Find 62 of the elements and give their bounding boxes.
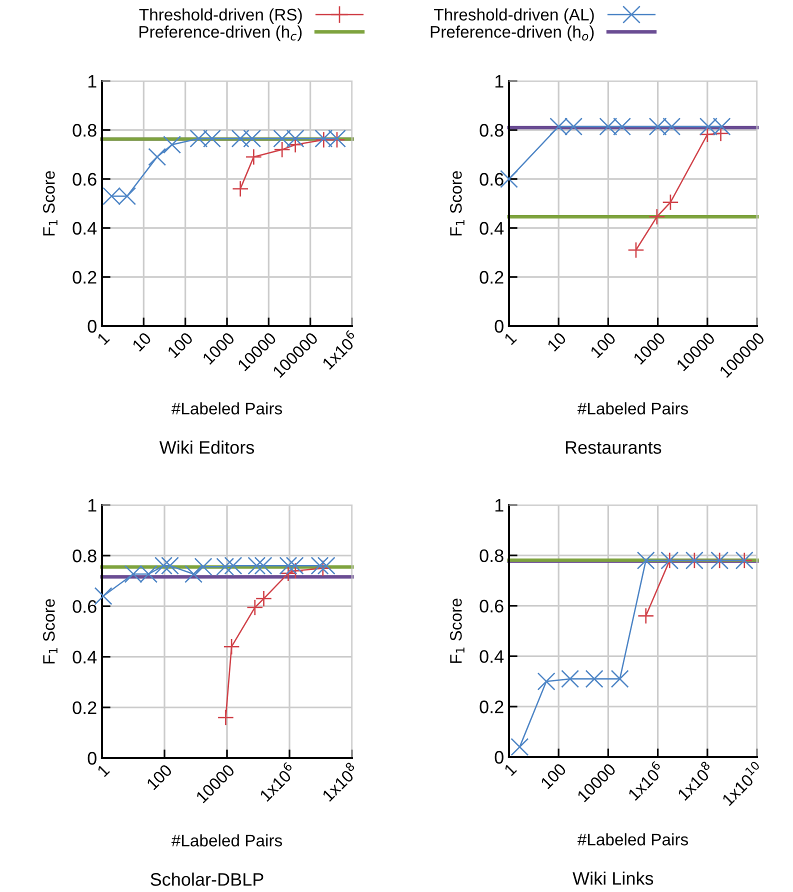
x-tick-label: 1 bbox=[504, 332, 517, 346]
y-tick-label: 0 bbox=[88, 752, 96, 765]
y-axis-title: F$_{1}$ Score bbox=[43, 171, 58, 236]
y-tick-label: 0.8 bbox=[480, 549, 504, 562]
x-tick-label: 1 bbox=[96, 764, 110, 778]
point bbox=[610, 670, 629, 688]
x-tick-label: 1x10$^{6}$ bbox=[625, 760, 666, 801]
y-tick-label: 0.2 bbox=[72, 270, 96, 284]
y-tick-label: 1 bbox=[495, 75, 504, 88]
x-axis-title: #Labeled Pairs bbox=[577, 402, 688, 414]
legend-label: Threshold-driven (AL) bbox=[434, 8, 594, 24]
text: Scholar-DBLP bbox=[150, 872, 264, 886]
y-tick-label: 0 bbox=[494, 320, 504, 333]
y-tick-label: 0 bbox=[494, 750, 504, 764]
y-tick-label: 0 bbox=[88, 320, 96, 333]
x-tick-label: 1x10$^{8}$ bbox=[319, 762, 360, 802]
point bbox=[510, 738, 529, 756]
y-tick-label: 0.6 bbox=[72, 600, 96, 613]
y-tick-label: 0.8 bbox=[72, 124, 96, 137]
legend-label: Preference-driven (h$_{o}$) bbox=[430, 26, 594, 42]
x-tick-label: 1 bbox=[96, 332, 110, 346]
y-tick-label: 0.4 bbox=[72, 650, 97, 664]
x-tick-label: 10 bbox=[546, 332, 567, 352]
x-tick-label: 100 bbox=[540, 762, 567, 790]
x-axis-title: #Labeled Pairs bbox=[577, 833, 688, 846]
x-axis-title: #Labeled Pairs bbox=[171, 402, 282, 414]
y-tick-label: 0.2 bbox=[480, 700, 504, 714]
text: Wiki Links bbox=[572, 872, 654, 885]
x-tick-label: 100 bbox=[166, 332, 194, 358]
x-tick-label: 1x10$^{8}$ bbox=[674, 760, 715, 801]
point bbox=[585, 670, 604, 688]
y-tick-label: 0.6 bbox=[480, 600, 504, 613]
x-tick-label: 100 bbox=[146, 764, 173, 790]
x-tick-label: 1x10$^{6}$ bbox=[319, 330, 360, 370]
x-tick-label: 1 bbox=[504, 762, 517, 776]
y-tick-label: 0.4 bbox=[72, 222, 97, 235]
y-tick-label: 0.2 bbox=[72, 701, 96, 714]
y-tick-label: 0.6 bbox=[72, 172, 96, 186]
y-axis-title: F$_{1}$ Score bbox=[43, 599, 58, 664]
y-tick-label: 1 bbox=[88, 75, 96, 88]
x-tick-label: 1x10$^{10}$ bbox=[719, 760, 765, 806]
text: Restaurants bbox=[566, 441, 662, 454]
x-tick-label: 1x10$^{6}$ bbox=[256, 762, 298, 802]
y-axis-title: F$_{1}$ Score bbox=[450, 171, 464, 236]
y-tick-label: 0.4 bbox=[480, 650, 504, 663]
y-tick-label: 1 bbox=[88, 499, 96, 512]
legend-label: Threshold-driven (RS) bbox=[139, 8, 302, 24]
y-tick-label: 0.8 bbox=[72, 550, 96, 562]
legend-label: Preference-driven (h$_{c}$) bbox=[140, 26, 302, 42]
y-tick-label: 0.4 bbox=[480, 222, 504, 235]
text: Wiki Editors bbox=[159, 440, 254, 454]
y-tick-label: 1 bbox=[495, 499, 504, 512]
point bbox=[561, 670, 580, 688]
point bbox=[636, 551, 655, 570]
y-tick-label: 0.6 bbox=[480, 172, 504, 186]
y-tick-label: 0.8 bbox=[480, 124, 504, 137]
x-tick-label: 10 bbox=[132, 332, 152, 352]
x-axis-title: #Labeled Pairs bbox=[171, 834, 282, 846]
x-tick-label: 100 bbox=[590, 332, 616, 358]
y-axis-title: F$_{1}$ Score bbox=[450, 598, 464, 663]
point bbox=[537, 672, 556, 690]
y-tick-label: 0.2 bbox=[480, 270, 504, 284]
